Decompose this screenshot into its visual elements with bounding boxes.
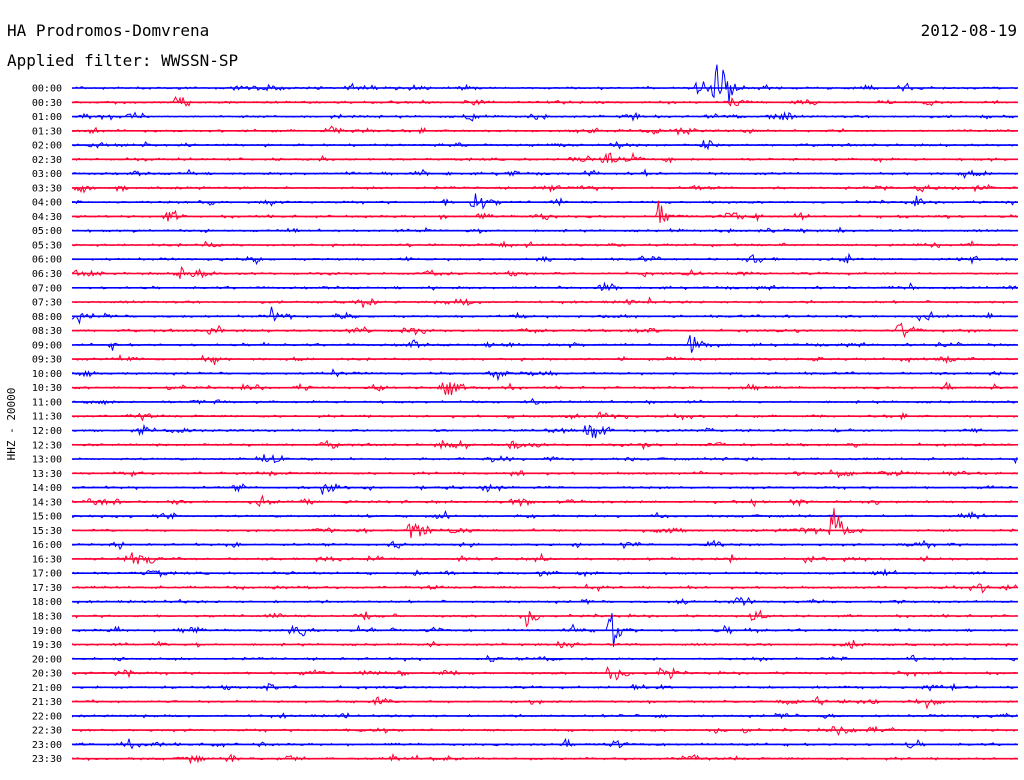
y-tick-label: 17:30 [32,583,62,594]
y-tick-label: 04:30 [32,212,62,223]
y-tick-label: 10:30 [32,383,62,394]
y-tick-label: 21:30 [32,697,62,708]
y-tick-label: 00:30 [32,98,62,109]
y-tick-label: 09:30 [32,355,62,366]
y-tick-label: 16:00 [32,540,62,551]
y-axis-label: HHZ - 20000 [5,388,18,461]
y-tick-label: 22:30 [32,726,62,737]
y-tick-label: 03:30 [32,183,62,194]
filter-label: Applied filter: WWSSN-SP [7,51,238,70]
y-tick-label: 10:00 [32,369,62,380]
date-label: 2012-08-19 [921,21,1017,40]
y-tick-label: 14:30 [32,497,62,508]
y-tick-label: 12:00 [32,426,62,437]
y-tick-label: 05:30 [32,241,62,252]
y-tick-label: 13:30 [32,469,62,480]
trace-line [71,552,1018,565]
y-tick-label: 11:30 [32,412,62,423]
y-tick-label: 08:00 [32,312,62,323]
y-tick-label: 20:00 [32,654,62,665]
y-tick-label: 00:00 [32,84,62,95]
y-tick-label: 22:00 [32,711,62,722]
y-tick-label: 07:00 [32,283,62,294]
y-tick-label: 05:00 [32,226,62,237]
y-tick-label: 18:00 [32,597,62,608]
y-tick-label: 19:30 [32,640,62,651]
y-tick-label: 19:00 [32,626,62,637]
y-tick-label: 06:30 [32,269,62,280]
y-tick-label: 20:30 [32,669,62,680]
y-tick-label: 15:00 [32,512,62,523]
y-tick-label: 14:00 [32,483,62,494]
y-tick-label: 02:00 [32,141,62,152]
y-tick-label: 11:00 [32,397,62,408]
y-tick-label: 12:30 [32,440,62,451]
y-tick-label: 21:00 [32,683,62,694]
y-tick-label: 03:00 [32,169,62,180]
y-tick-label: 15:30 [32,526,62,537]
y-tick-label: 16:30 [32,554,62,565]
y-tick-label: 23:30 [32,754,62,765]
y-tick-label: 02:30 [32,155,62,166]
seismic-traces [71,64,1018,765]
station-title: HA Prodromos-Domvrena [7,21,209,40]
y-tick-label: 08:30 [32,326,62,337]
y-tick-label: 01:00 [32,112,62,123]
y-tick-label: 17:00 [32,569,62,580]
y-tick-label: 09:00 [32,340,62,351]
y-tick-label: 23:00 [32,740,62,751]
y-tick-label: 01:30 [32,126,62,137]
y-tick-label: 18:30 [32,612,62,623]
y-tick-labels: 00:00 00:30 01:00 01:30 02:00 02:30 03:00 03:30… [32,84,62,766]
y-tick-label: 06:00 [32,255,62,266]
y-tick-label: 04:00 [32,198,62,209]
y-tick-label: 13:00 [32,455,62,466]
y-tick-label: 07:30 [32,298,62,309]
